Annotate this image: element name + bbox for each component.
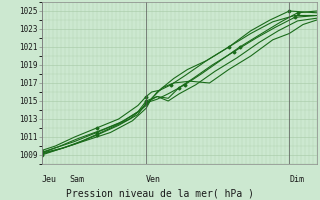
Text: Sam: Sam [69, 175, 84, 184]
Text: Ven: Ven [146, 175, 161, 184]
Text: Pression niveau de la mer( hPa ): Pression niveau de la mer( hPa ) [66, 188, 254, 198]
Text: Dim: Dim [289, 175, 304, 184]
Text: Jeu: Jeu [42, 175, 57, 184]
